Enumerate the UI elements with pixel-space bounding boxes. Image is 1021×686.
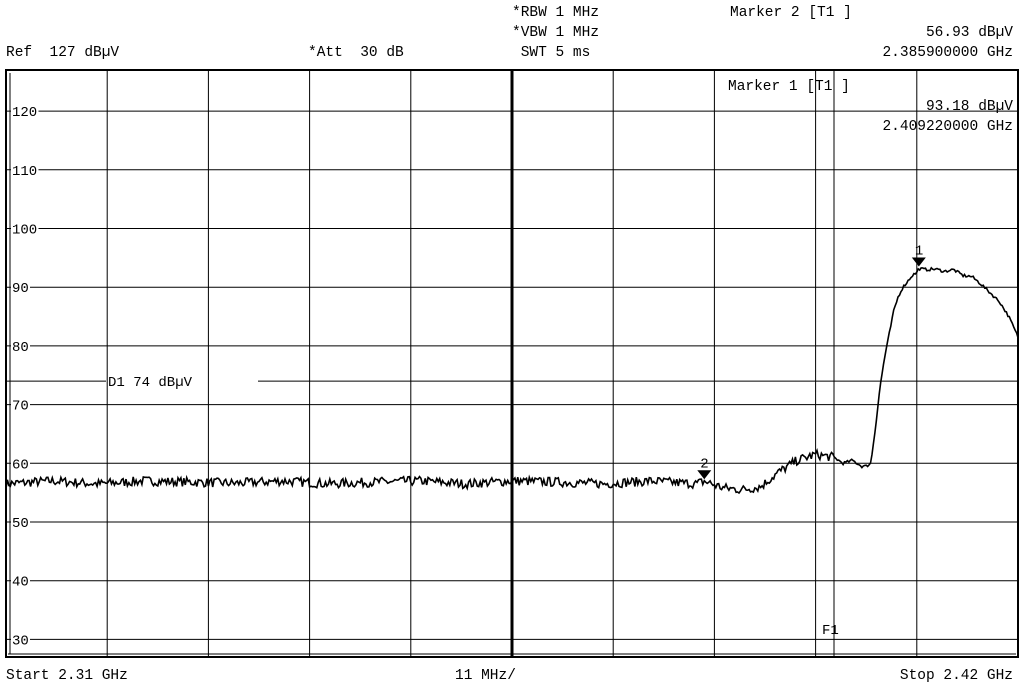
- y-tick-label: 80: [12, 340, 29, 356]
- y-tick-label-bg: [11, 280, 30, 295]
- marker-2-label: 2: [700, 456, 708, 472]
- y-tick-label: 100: [12, 222, 37, 238]
- y-tick-label-bg: [11, 104, 39, 119]
- marker2-frequency: 2.385900000 GHz: [882, 45, 1013, 61]
- y-tick-label-bg: [11, 573, 30, 588]
- y-tick-label-bg: [11, 632, 30, 647]
- markers: 12: [697, 244, 926, 480]
- marker1-frequency: 2.409220000 GHz: [882, 119, 1013, 135]
- y-tick-label-bg: [11, 397, 30, 412]
- y-tick-label-bg: [11, 338, 30, 353]
- y-tick-labels: 120 110 100 90 80 70 60 50 40 30: [11, 104, 39, 649]
- y-tick-label-bg: [11, 514, 30, 529]
- marker-2-triangle: [697, 470, 712, 480]
- y-tick-label: 40: [12, 575, 29, 591]
- sweep-time: SWT 5 ms: [512, 45, 591, 61]
- marker2-level: 56.93 dBµV: [925, 25, 1013, 41]
- display-line-label: D1 74 dBµV: [108, 375, 193, 391]
- reference-lines: D1 74 dBµV F1: [6, 70, 1018, 657]
- frequency-span-per-division: 11 MHz/: [455, 668, 516, 684]
- plot-grid: [6, 70, 1018, 657]
- rbw-setting: *RBW 1 MHz: [512, 5, 600, 21]
- frequency-line-label: F1: [822, 623, 839, 639]
- y-tick-label: 90: [12, 281, 29, 297]
- y-tick-label: 30: [12, 633, 29, 649]
- attenuation: *Att 30 dB: [308, 45, 404, 61]
- marker2-title: Marker 2 [T1 ]: [730, 5, 852, 21]
- start-frequency: Start 2.31 GHz: [6, 668, 128, 684]
- y-tick-label-bg: [11, 162, 39, 177]
- y-tick-label: 50: [12, 516, 29, 532]
- y-tick-label-bg: [11, 456, 30, 471]
- marker-1-label: 1: [915, 244, 923, 260]
- spectrum-trace: [5, 266, 1019, 495]
- y-tick-label: 120: [12, 105, 37, 121]
- stop-frequency: Stop 2.42 GHz: [899, 668, 1013, 684]
- y-tick-label-bg: [11, 221, 39, 236]
- reference-level: Ref 127 dBµV: [6, 45, 120, 61]
- y-tick-label: 60: [12, 457, 29, 473]
- y-tick-label: 70: [12, 399, 29, 415]
- vbw-setting: *VBW 1 MHz: [512, 25, 600, 41]
- marker-1-triangle: [911, 257, 926, 267]
- y-tick-label: 110: [12, 164, 37, 180]
- marker1-title: Marker 1 [T1 ]: [728, 79, 850, 95]
